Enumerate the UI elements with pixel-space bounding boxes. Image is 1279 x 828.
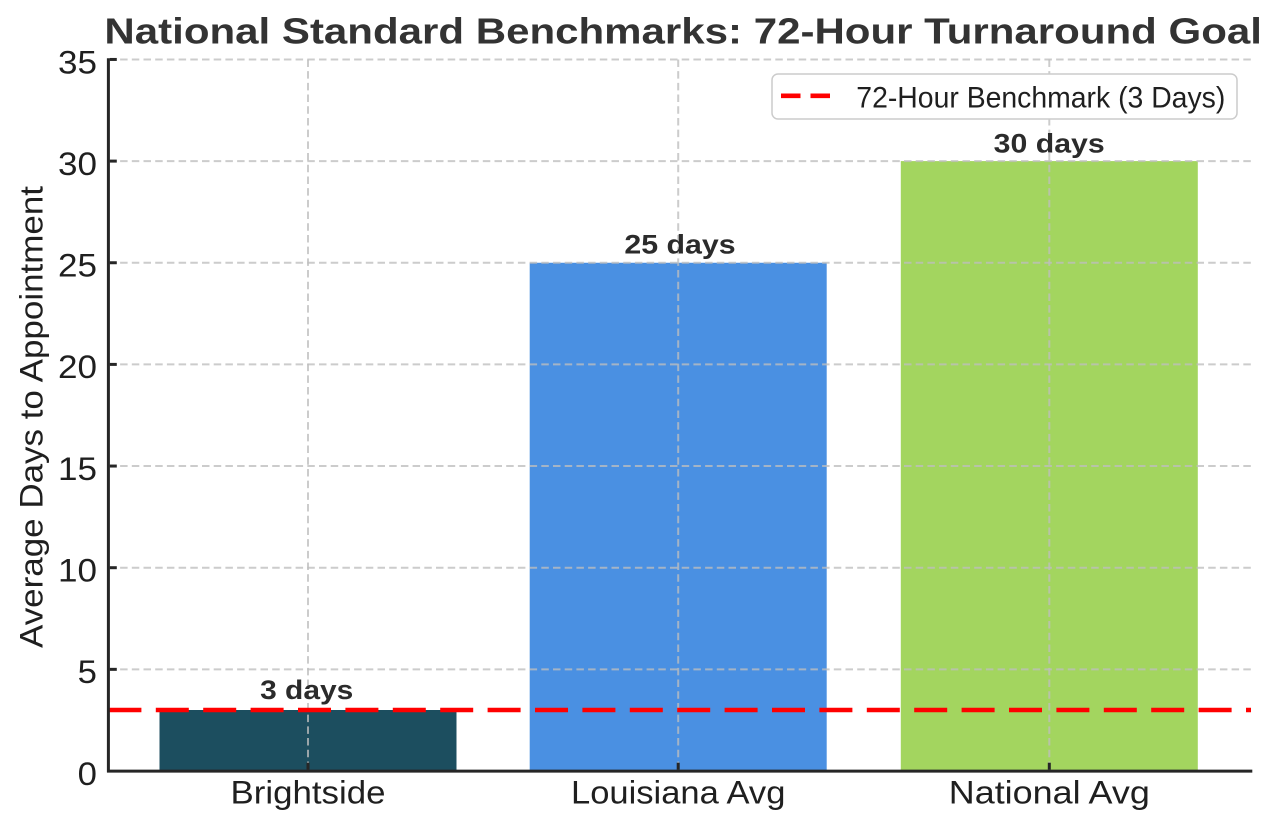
svg-text:Brightside: Brightside: [231, 775, 386, 811]
svg-text:Average Days to Appointment: Average Days to Appointment: [14, 186, 50, 648]
svg-text:25 days: 25 days: [624, 230, 735, 260]
svg-text:35: 35: [58, 44, 97, 80]
svg-text:20: 20: [58, 349, 97, 385]
svg-text:10: 10: [58, 553, 97, 589]
svg-text:25: 25: [58, 248, 97, 284]
svg-text:National Standard Benchmarks:: National Standard Benchmarks: 72-Hour Tu…: [104, 10, 1262, 51]
svg-text:30 days: 30 days: [994, 129, 1105, 159]
svg-text:0: 0: [78, 756, 97, 792]
svg-text:15: 15: [58, 451, 97, 487]
svg-text:3 days: 3 days: [260, 675, 353, 705]
svg-text:30: 30: [58, 146, 97, 182]
svg-text:5: 5: [78, 654, 97, 690]
svg-text:National Avg: National Avg: [949, 775, 1150, 811]
svg-text:72-Hour Benchmark (3 Days): 72-Hour Benchmark (3 Days): [856, 82, 1225, 115]
svg-text:Louisiana Avg: Louisiana Avg: [571, 775, 785, 811]
